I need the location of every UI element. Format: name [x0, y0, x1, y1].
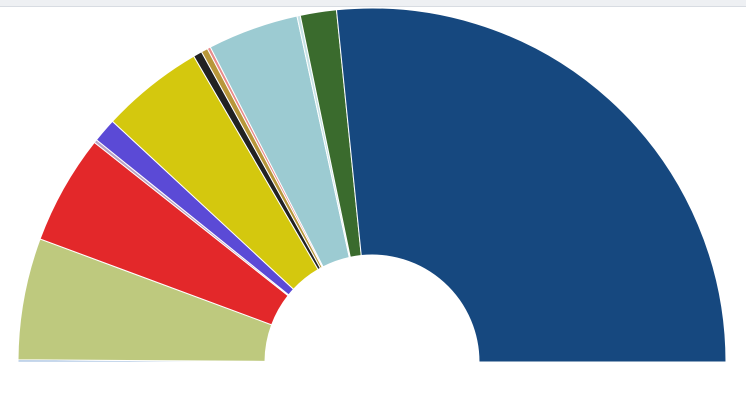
slice [335, 7, 727, 363]
browser-top-bar [0, 0, 746, 7]
